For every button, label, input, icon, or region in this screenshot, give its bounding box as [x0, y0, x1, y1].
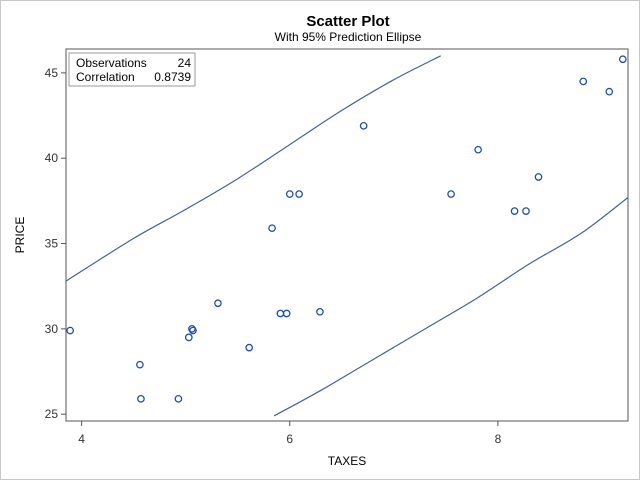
data-point [534, 173, 543, 181]
data-point [282, 309, 291, 318]
data-point [605, 87, 614, 96]
inset-box [68, 52, 196, 87]
y-tick-label: 40 [45, 151, 59, 165]
data-point [214, 299, 222, 308]
y-axis: 25 30 35 40 45 [45, 66, 66, 421]
data-point [447, 190, 455, 198]
data-point [285, 190, 294, 198]
statistics-inset: Observations 24 Correlation 0.8739 [68, 52, 196, 87]
y-tick-label: 30 [45, 322, 59, 336]
plot-area [65, 48, 629, 422]
y-tick-label: 35 [45, 237, 59, 251]
prediction-ellipse-lower-arc [273, 197, 629, 417]
x-axis-label: TAXES [328, 454, 366, 468]
data-point [295, 190, 303, 198]
correlation-value: 0.8739 [154, 70, 191, 84]
data-point [510, 207, 519, 215]
x-tick-label: 6 [286, 432, 293, 446]
data-point [136, 360, 144, 369]
data-point [137, 394, 145, 403]
prediction-ellipse-upper-arc [65, 55, 441, 282]
data-point [316, 307, 324, 316]
y-tick-label: 25 [45, 407, 59, 421]
correlation-label: Correlation [76, 70, 135, 84]
observations-label: Observations [76, 56, 147, 70]
y-axis-label: PRICE [13, 217, 27, 254]
data-points [66, 55, 627, 403]
data-point [189, 326, 197, 335]
data-point [184, 333, 193, 342]
data-point [474, 145, 482, 154]
observations-value: 24 [178, 56, 192, 70]
data-point [618, 55, 627, 64]
chart-subtitle: With 95% Prediction Ellipse [275, 30, 422, 44]
data-point [522, 207, 530, 215]
chart-title: Scatter Plot [306, 13, 389, 30]
data-point [579, 77, 588, 86]
y-tick-label: 45 [45, 66, 59, 80]
data-point [359, 121, 368, 130]
x-axis: 4 6 8 [78, 421, 502, 446]
x-tick-label: 4 [78, 432, 85, 446]
data-point [174, 394, 183, 403]
data-point [245, 343, 254, 352]
data-point [268, 224, 276, 233]
x-tick-label: 8 [495, 432, 502, 446]
data-point [66, 326, 75, 335]
data-point [276, 309, 285, 318]
